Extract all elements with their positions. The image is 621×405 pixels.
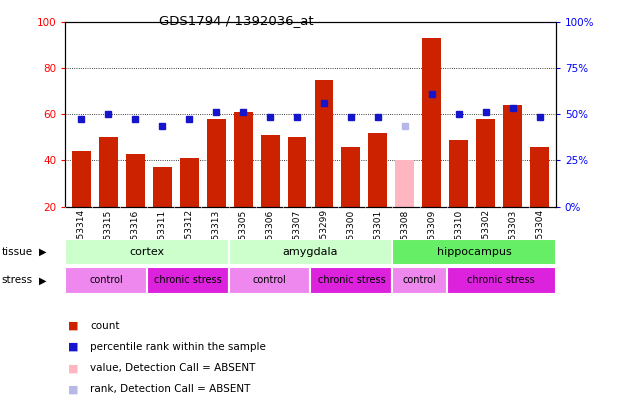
Bar: [288, 137, 306, 207]
Bar: [368, 133, 388, 207]
Bar: [342, 147, 360, 207]
Bar: [229, 267, 310, 294]
Text: stress: stress: [1, 275, 32, 286]
Text: rank, Detection Call = ABSENT: rank, Detection Call = ABSENT: [90, 384, 250, 394]
Bar: [179, 158, 199, 207]
Bar: [65, 267, 147, 294]
Text: chronic stress: chronic stress: [468, 275, 535, 286]
Bar: [530, 147, 549, 207]
Bar: [392, 239, 556, 265]
Text: control: control: [402, 275, 437, 286]
Bar: [396, 160, 414, 207]
Bar: [72, 151, 91, 207]
Text: value, Detection Call = ABSENT: value, Detection Call = ABSENT: [90, 363, 255, 373]
Bar: [207, 119, 225, 207]
Text: ■: ■: [68, 363, 79, 373]
Text: ▶: ▶: [39, 247, 47, 257]
Text: ■: ■: [68, 321, 79, 331]
Bar: [476, 119, 495, 207]
Text: cortex: cortex: [129, 247, 165, 257]
Bar: [315, 80, 333, 207]
Bar: [229, 239, 392, 265]
Bar: [422, 38, 442, 207]
Text: amygdala: amygdala: [283, 247, 338, 257]
Bar: [65, 239, 229, 265]
Text: ▶: ▶: [39, 275, 47, 286]
Bar: [446, 267, 556, 294]
Bar: [392, 267, 446, 294]
Text: percentile rank within the sample: percentile rank within the sample: [90, 342, 266, 352]
Bar: [261, 135, 279, 207]
Bar: [503, 105, 522, 207]
Bar: [147, 267, 229, 294]
Text: hippocampus: hippocampus: [437, 247, 512, 257]
Bar: [126, 153, 145, 207]
Text: count: count: [90, 321, 120, 331]
Text: GDS1794 / 1392036_at: GDS1794 / 1392036_at: [159, 14, 313, 27]
Bar: [450, 140, 468, 207]
Bar: [310, 267, 392, 294]
Text: ■: ■: [68, 342, 79, 352]
Text: tissue: tissue: [1, 247, 32, 257]
Bar: [99, 137, 118, 207]
Text: chronic stress: chronic stress: [317, 275, 385, 286]
Text: control: control: [253, 275, 286, 286]
Bar: [153, 167, 171, 207]
Text: control: control: [89, 275, 123, 286]
Text: ■: ■: [68, 384, 79, 394]
Bar: [233, 112, 253, 207]
Text: chronic stress: chronic stress: [154, 275, 222, 286]
